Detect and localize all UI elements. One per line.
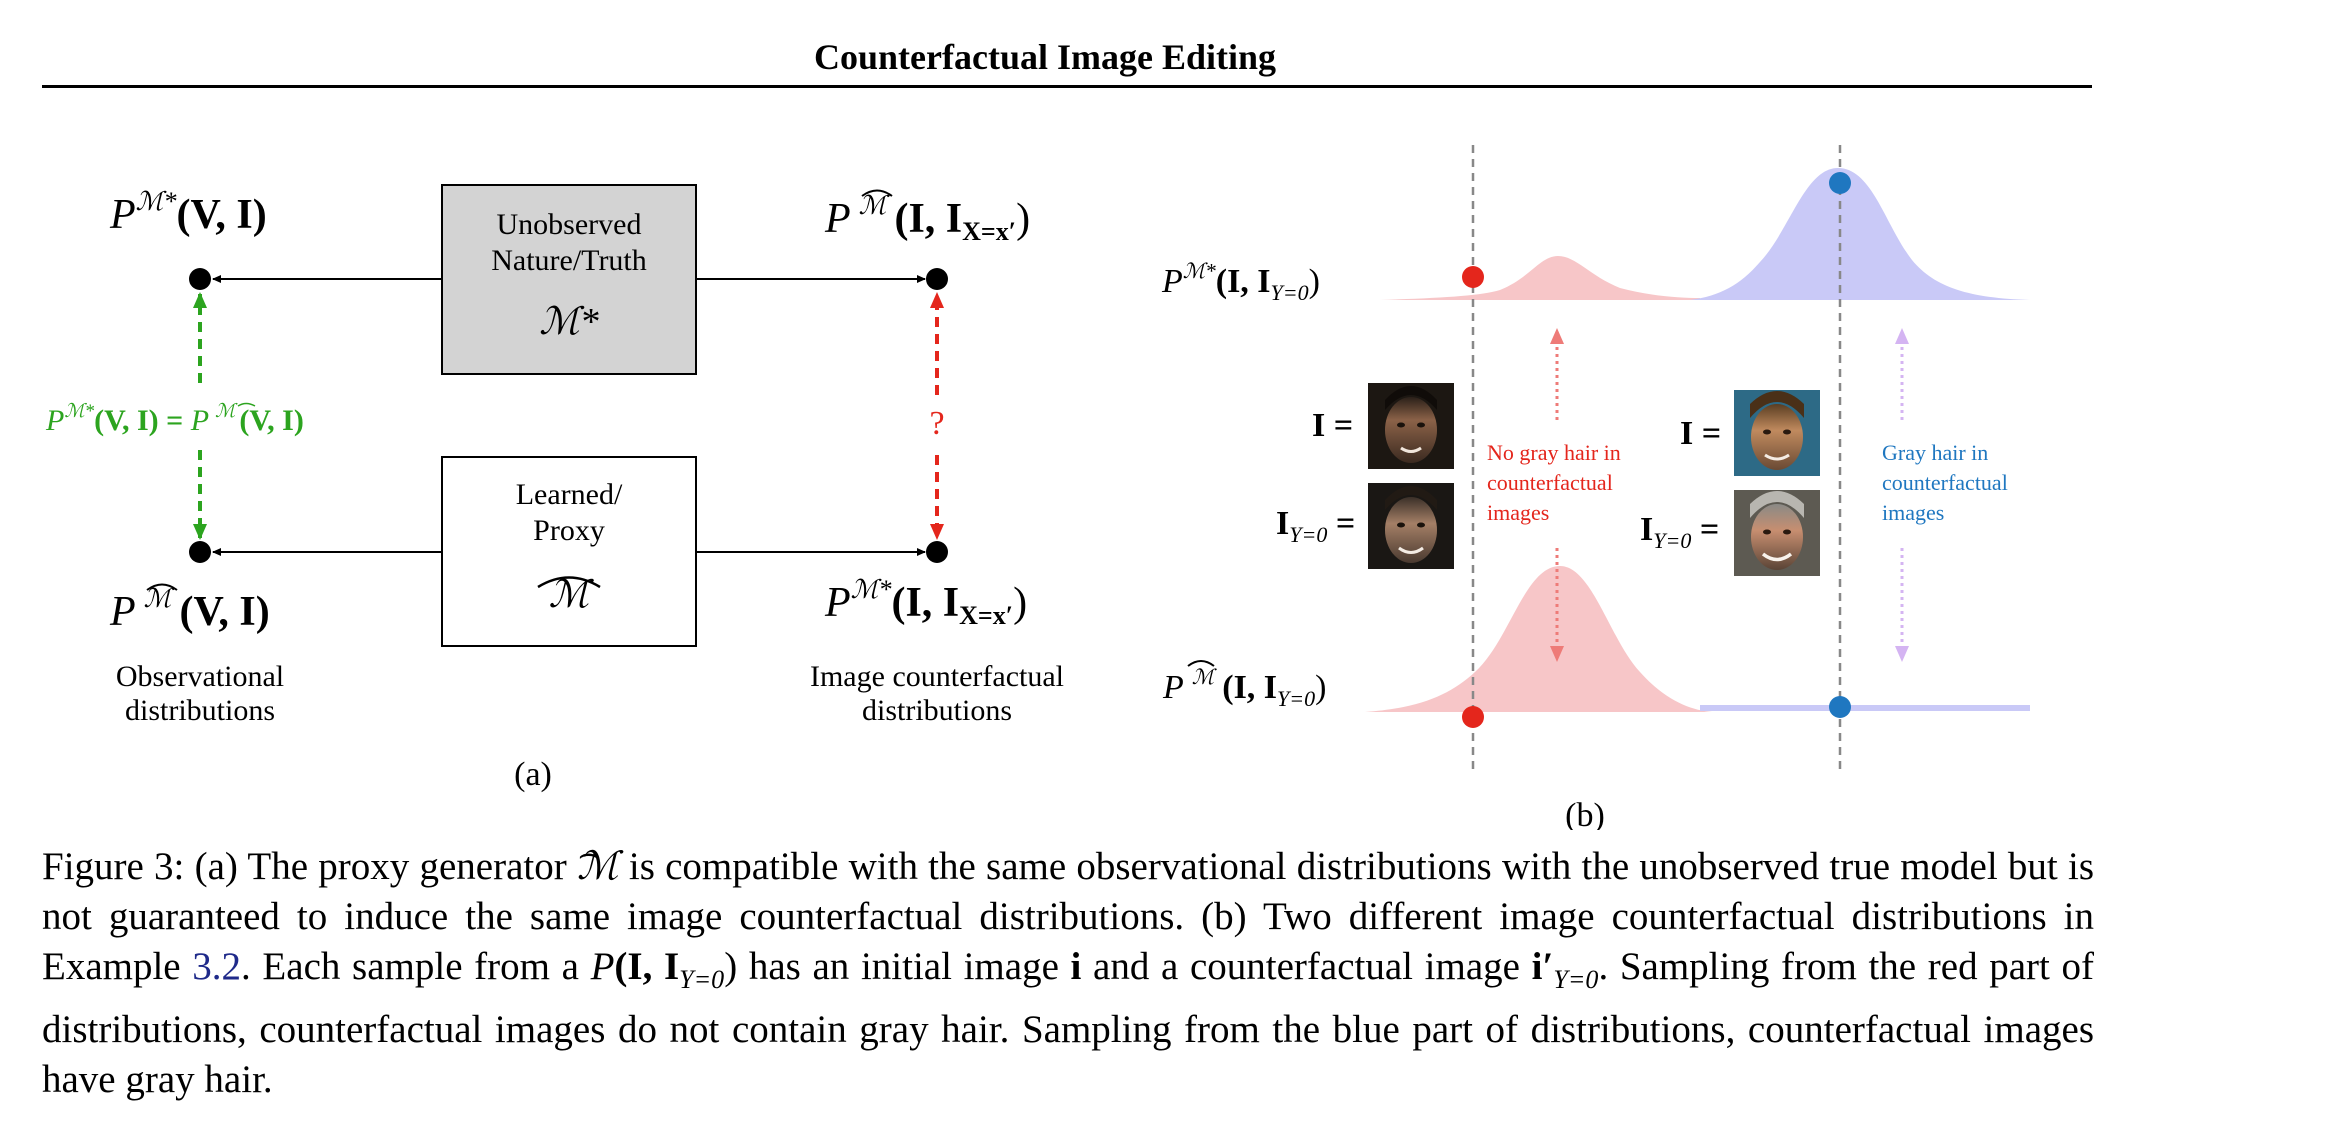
caption-img-i: i [1070,945,1082,988]
label-cf-proxy: P ℳ (I, IX=x′) [824,191,1030,246]
panel-b-tag: (b) [1565,797,1605,830]
node-obs-true [189,268,211,290]
equality-hat-icon [237,402,256,407]
caption-part-1: Figure 3: (a) The proxy generator [42,845,577,888]
top-red-point [1462,266,1484,288]
obs-caption-1: Observational [116,660,284,693]
cf-caption-2: distributions [862,694,1012,727]
label-cf-true: Pℳ*(I, IX=x′) [824,575,1027,630]
caption-part-5: and a counterfactual image [1081,945,1532,988]
caption-math-p: P [590,945,615,988]
blue-note-2: counterfactual [1882,470,2008,495]
cf-caption-1: Image counterfactual [810,660,1064,693]
face-left-initial [1368,383,1454,469]
label-top-dist: Pℳ*(I, IY=0) [1161,259,1320,305]
caption-part-4: has an initial image [737,945,1071,988]
true-model-box [441,184,697,375]
caption-math-sub: Y=0 [679,964,725,994]
caption-part-6: . Sampling from the red part of distribu… [42,945,2094,1101]
bottom-dist-hat-icon [1187,660,1215,667]
bottom-red-point [1462,706,1484,728]
question-mark: ? [929,405,944,442]
equality-label: Pℳ*(V, I) = P ℳ (V, I) [45,401,304,437]
node-obs-proxy [189,541,211,563]
face-right-initial [1734,390,1820,476]
proxy-box-line1: Learned/ [516,478,623,511]
red-note-1: No gray hair in [1487,440,1621,465]
caption-part-3: . Each sample from a [241,945,591,988]
blue-note-3: images [1882,500,1944,525]
figure-caption: Figure 3: (a) The proxy generator ⌢ ℳ is … [42,835,2094,1105]
proxy-box-symbol: ℳ [549,574,595,616]
label-cf-left: IY=0 = [1276,505,1355,547]
obs-proxy-hat-icon [146,583,178,591]
proxy-box-line2: Proxy [533,514,605,547]
obs-caption-2: distributions [125,694,275,727]
top-blue-region [1690,168,2030,300]
caption-part-2: is compatible with the same observationa… [42,845,2094,988]
example-ref-link[interactable]: 3.2 [192,945,242,988]
cf-proxy-hat-icon [861,189,893,197]
label-img-right: I = [1680,415,1721,452]
node-cf-true [926,268,948,290]
node-cf-proxy [926,541,948,563]
label-obs-true: Pℳ*(V, I) [109,187,267,238]
bottom-blue-point [1829,696,1851,718]
true-box-symbol: ℳ* [539,301,599,343]
true-box-line1: Unobserved [497,208,642,241]
bottom-red-region [1365,566,1712,712]
proxy-hat-icon [537,576,601,589]
label-obs-proxy: P ℳ (V, I) [109,584,270,635]
header-rule [42,85,2092,88]
red-note-3: images [1487,500,1549,525]
label-bottom-dist: P ℳ (I, IY=0) [1162,665,1326,711]
caption-img-cf: i′ [1531,945,1554,988]
red-note-2: counterfactual [1487,470,1613,495]
panel-b: No gray hair in counterfactual images Gr… [1161,145,2030,830]
caption-math-close: ) [724,945,738,988]
label-img-left: I = [1312,407,1353,444]
face-left-counterfactual [1368,483,1454,569]
face-right-counterfactual [1734,490,1820,576]
figure-3: Unobserved Nature/Truth ℳ* Learned/ Prox… [45,145,2030,830]
label-cf-right: IY=0 = [1640,511,1719,553]
top-red-region [1380,256,1700,300]
top-blue-point [1829,172,1851,194]
caption-proxy-symbol: ⌢ ℳ [576,835,619,888]
panel-a: Unobserved Nature/Truth ℳ* Learned/ Prox… [45,184,1064,793]
caption-math-args: (I, I [614,945,680,988]
caption-img-cf-sub: Y=0 [1553,964,1599,994]
page-header: Counterfactual Image Editing [814,37,1276,77]
panel-a-tag: (a) [514,756,552,793]
blue-note-1: Gray hair in [1882,440,1988,465]
true-box-line2: Nature/Truth [491,244,647,277]
